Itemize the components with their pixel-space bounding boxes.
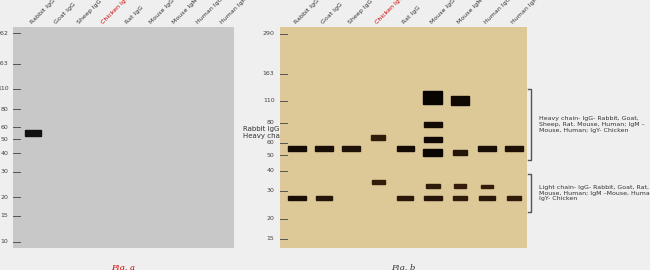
- Bar: [452, 196, 467, 200]
- Text: 110: 110: [263, 98, 274, 103]
- Bar: [424, 196, 441, 200]
- Text: 80: 80: [266, 120, 274, 125]
- Bar: [451, 96, 469, 106]
- Text: 30: 30: [266, 188, 274, 193]
- Text: 60: 60: [1, 125, 8, 130]
- Text: 50: 50: [1, 137, 8, 141]
- Text: 40: 40: [266, 168, 274, 173]
- Text: Light chain- IgG- Rabbit, Goat, Rat,
Mouse, Human; IgM –Mouse, Human;
IgY- Chick: Light chain- IgG- Rabbit, Goat, Rat, Mou…: [539, 185, 650, 201]
- Bar: [452, 150, 467, 155]
- Text: Human IgG: Human IgG: [484, 0, 512, 25]
- Bar: [478, 146, 496, 151]
- Text: 80: 80: [1, 107, 8, 112]
- Text: Rabbit IgG
Heavy chain: Rabbit IgG Heavy chain: [243, 127, 286, 140]
- Text: Rat IgG: Rat IgG: [402, 5, 422, 25]
- Bar: [505, 146, 523, 151]
- Text: 15: 15: [1, 213, 8, 218]
- Text: Goat IgG: Goat IgG: [53, 2, 76, 25]
- Text: 50: 50: [266, 153, 274, 158]
- Text: Goat IgG: Goat IgG: [320, 2, 344, 25]
- Bar: [424, 137, 441, 142]
- Bar: [479, 196, 495, 200]
- Text: 60: 60: [266, 140, 274, 145]
- Text: Human IgG: Human IgG: [196, 0, 224, 25]
- Text: Sheep IgG: Sheep IgG: [348, 0, 374, 25]
- Bar: [396, 146, 414, 151]
- Text: Mouse IgG: Mouse IgG: [429, 0, 456, 25]
- Bar: [371, 135, 385, 140]
- Bar: [288, 196, 305, 200]
- Text: Mouse IgM: Mouse IgM: [172, 0, 199, 25]
- Text: 262: 262: [0, 31, 8, 36]
- Bar: [343, 146, 360, 151]
- Bar: [288, 146, 305, 151]
- Text: 15: 15: [266, 236, 274, 241]
- Bar: [481, 185, 493, 188]
- Bar: [454, 184, 466, 188]
- Text: Fig. a: Fig. a: [112, 264, 135, 270]
- Bar: [423, 149, 443, 156]
- Bar: [507, 196, 521, 200]
- Text: Human IgM: Human IgM: [511, 0, 540, 25]
- Text: Mouse IgG: Mouse IgG: [148, 0, 175, 25]
- Bar: [426, 184, 440, 188]
- Text: 30: 30: [1, 169, 8, 174]
- Bar: [372, 180, 385, 184]
- Text: 20: 20: [1, 195, 8, 200]
- Text: Fig. b: Fig. b: [391, 264, 415, 270]
- Text: 163: 163: [0, 61, 8, 66]
- Text: 290: 290: [263, 31, 274, 36]
- Bar: [25, 130, 41, 136]
- Bar: [316, 196, 332, 200]
- Text: Chicken IgY: Chicken IgY: [101, 0, 130, 25]
- Text: Human IgM: Human IgM: [220, 0, 248, 25]
- Text: Chicken IgY: Chicken IgY: [375, 0, 404, 25]
- Text: Rabbit IgG: Rabbit IgG: [29, 0, 56, 25]
- Text: Sheep IgG: Sheep IgG: [77, 0, 103, 25]
- Text: 163: 163: [263, 71, 274, 76]
- Text: Rat IgG: Rat IgG: [124, 5, 144, 25]
- Text: Heavy chain- IgG- Rabbit, Goat,
Sheep, Rat, Mouse, Human; IgM –
Mouse, Human; Ig: Heavy chain- IgG- Rabbit, Goat, Sheep, R…: [539, 116, 645, 133]
- Bar: [397, 196, 413, 200]
- Bar: [423, 91, 443, 104]
- Text: 20: 20: [266, 216, 274, 221]
- Text: Mouse IgM: Mouse IgM: [456, 0, 484, 25]
- Text: 40: 40: [1, 151, 8, 156]
- Text: Rabbit IgG: Rabbit IgG: [293, 0, 320, 25]
- Text: 110: 110: [0, 86, 8, 91]
- Bar: [315, 146, 333, 151]
- Bar: [424, 122, 441, 127]
- Text: 10: 10: [1, 239, 8, 244]
